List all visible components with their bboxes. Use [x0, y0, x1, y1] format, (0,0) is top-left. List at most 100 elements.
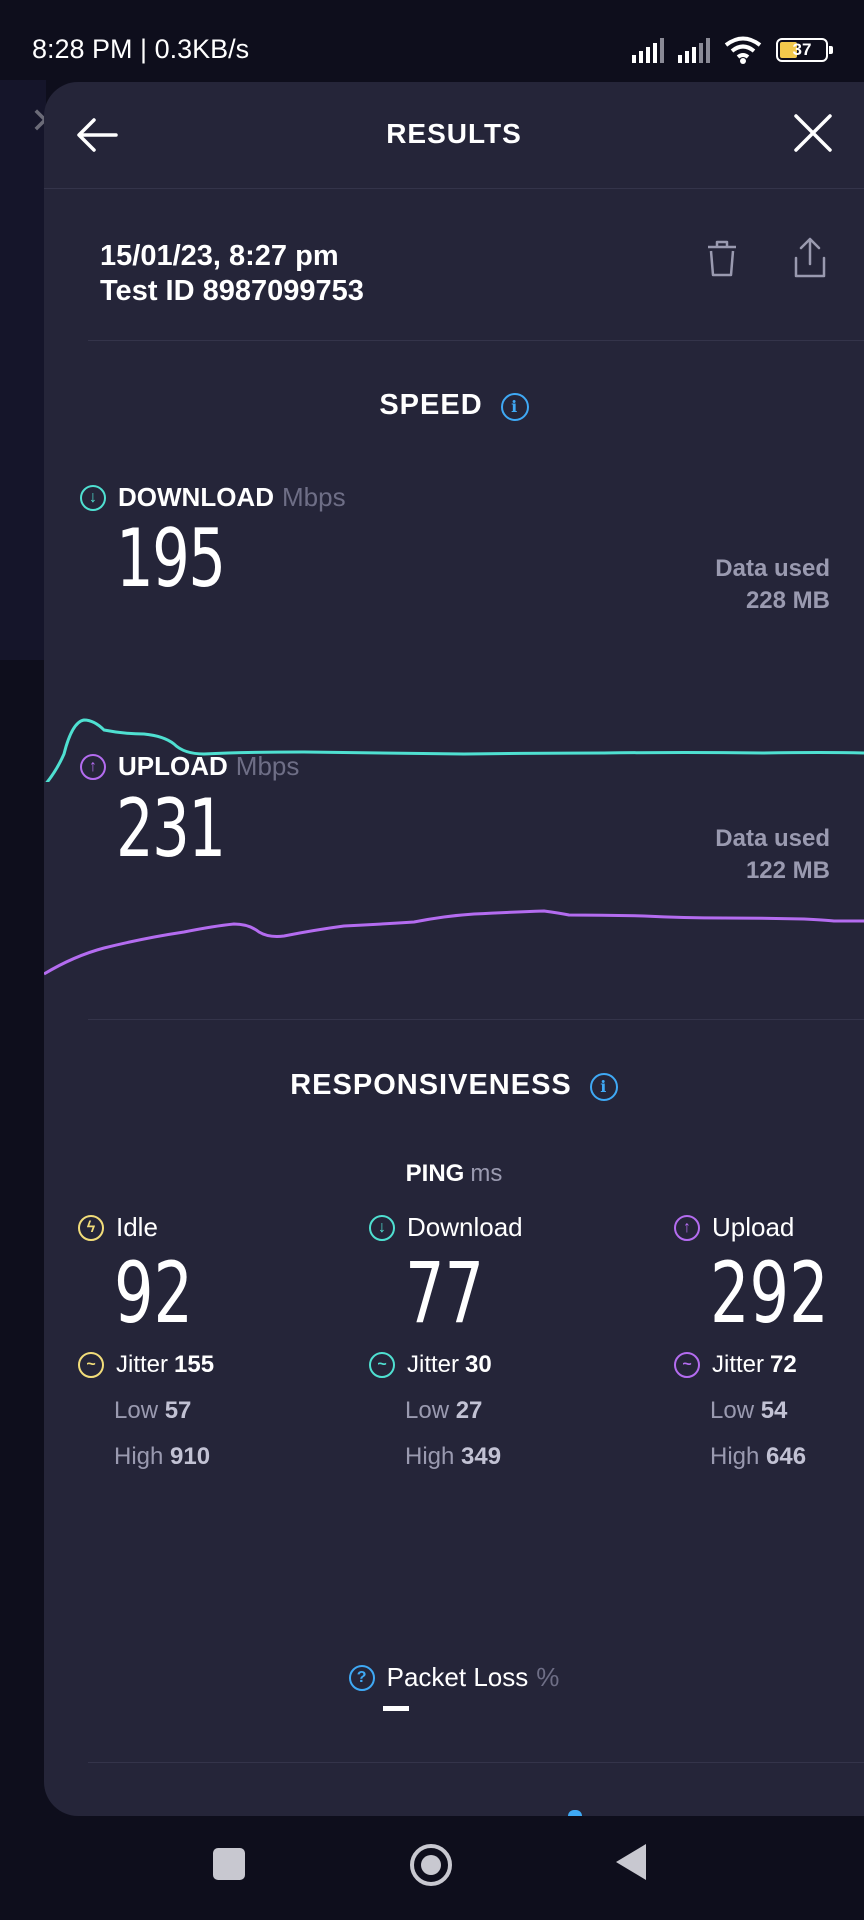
- upload-speed-value: 231: [116, 782, 226, 875]
- ping-download-low: Low 27: [405, 1397, 619, 1425]
- ping-idle-jitter: ~ Jitter 155: [78, 1351, 328, 1379]
- ping-idle-column: ϟ Idle 92 ~ Jitter 155 Low 57 High 910: [78, 1212, 328, 1471]
- back-button[interactable]: [616, 1844, 646, 1880]
- ping-label: PING: [405, 1160, 465, 1187]
- background-panel: [0, 80, 46, 660]
- low-label: Low: [405, 1397, 450, 1424]
- download-unit: Mbps: [281, 482, 346, 512]
- download-label: ↓ DOWNLOAD Mbps: [80, 482, 346, 513]
- ping-download-label-text: Download: [407, 1212, 523, 1242]
- status-bar: 8:28 PM | 0.3KB/s 37: [0, 0, 864, 80]
- low-label: Low: [114, 1397, 159, 1424]
- data-used-label: Data used: [715, 555, 830, 582]
- upload-arrow-icon: ↑: [80, 753, 106, 780]
- close-icon[interactable]: [792, 112, 834, 154]
- divider: [88, 1762, 864, 1763]
- upload-data-used: Data used 122 MB: [715, 823, 830, 887]
- jitter-value: 155: [174, 1351, 215, 1378]
- packet-loss-value-dash: [383, 1706, 409, 1711]
- jitter-label: Jitter: [712, 1351, 765, 1378]
- data-used-value: 122 MB: [745, 857, 830, 884]
- data-used-label: Data used: [715, 825, 830, 852]
- ping-download-value: 77: [405, 1244, 485, 1342]
- low-value: 27: [455, 1397, 483, 1424]
- ping-idle-label: ϟ Idle: [78, 1212, 328, 1243]
- high-label: High: [114, 1443, 164, 1470]
- results-sheet: RESULTS 15/01/23, 8:27 pm Test ID 898709…: [44, 82, 864, 1816]
- high-value: 349: [461, 1443, 502, 1470]
- download-graph: [45, 718, 864, 782]
- ping-download-column: ↓ Download 77 ~ Jitter 30 Low 27 High 349: [369, 1212, 619, 1471]
- ping-download-high: High 349: [405, 1443, 619, 1471]
- ping-upload-label: ↑ Upload: [674, 1212, 864, 1243]
- high-value: 646: [766, 1443, 807, 1470]
- wifi-icon: [724, 36, 762, 64]
- back-arrow-icon[interactable]: [74, 112, 120, 158]
- download-speed-value: 195: [116, 512, 226, 605]
- data-used-value: 228 MB: [745, 587, 830, 614]
- responsiveness-title-text: RESPONSIVENESS: [290, 1069, 572, 1101]
- upload-label: ↑ UPLOAD Mbps: [80, 751, 299, 782]
- ping-upload-label-text: Upload: [712, 1212, 795, 1242]
- low-label: Low: [710, 1397, 755, 1424]
- info-icon[interactable]: i: [500, 393, 529, 421]
- divider: [88, 1019, 864, 1020]
- wave-icon: ~: [674, 1352, 700, 1378]
- upload-arrow-icon: ↑: [674, 1214, 700, 1241]
- ping-download-jitter: ~ Jitter 30: [369, 1351, 619, 1379]
- status-icons: 37: [632, 36, 833, 64]
- low-value: 54: [760, 1397, 788, 1424]
- download-arrow-icon: ↓: [80, 484, 106, 511]
- ping-upload-column: ↑ Upload 292 ~ Jitter 72 Low 54 High 646: [674, 1212, 864, 1471]
- jitter-label: Jitter: [407, 1351, 460, 1378]
- responsiveness-section-title: RESPONSIVENESS i: [44, 1069, 864, 1102]
- upload-label-text: UPLOAD: [118, 751, 228, 781]
- high-value: 910: [170, 1443, 211, 1470]
- battery-icon: 37: [776, 38, 833, 62]
- upload-graph: [44, 909, 864, 976]
- ping-idle-value: 92: [114, 1244, 194, 1342]
- next-section-indicator: [568, 1810, 582, 1816]
- jitter-value: 30: [465, 1351, 492, 1378]
- ping-upload-value: 292: [710, 1244, 829, 1342]
- wave-icon: ~: [369, 1352, 395, 1378]
- navigation-bar: [0, 1816, 864, 1920]
- status-time: 8:28 PM | 0.3KB/s: [32, 34, 250, 64]
- battery-level: 37: [792, 40, 812, 59]
- ping-download-label: ↓ Download: [369, 1212, 619, 1243]
- high-label: High: [405, 1443, 455, 1470]
- ping-title: PING ms: [44, 1160, 864, 1188]
- ping-upload-jitter: ~ Jitter 72: [674, 1351, 864, 1379]
- high-label: High: [710, 1443, 760, 1470]
- divider: [88, 340, 864, 341]
- signal-icon: [632, 37, 664, 63]
- speed-title-text: SPEED: [379, 389, 483, 421]
- ping-upload-low: Low 54: [710, 1397, 864, 1425]
- packet-loss-text: Packet Loss: [386, 1662, 529, 1692]
- packet-loss-unit: %: [536, 1662, 560, 1692]
- recent-apps-button[interactable]: [213, 1848, 245, 1880]
- low-value: 57: [164, 1397, 192, 1424]
- test-date: 15/01/23, 8:27 pm: [100, 240, 339, 272]
- info-icon[interactable]: i: [589, 1073, 618, 1101]
- page-title: RESULTS: [386, 118, 522, 149]
- download-data-used: Data used 228 MB: [715, 553, 830, 617]
- share-icon[interactable]: [790, 236, 830, 280]
- speed-section-title: SPEED i: [44, 389, 864, 422]
- ping-unit: ms: [470, 1160, 503, 1187]
- upload-unit: Mbps: [235, 751, 300, 781]
- ping-idle-label-text: Idle: [116, 1212, 158, 1242]
- lightning-icon: ϟ: [78, 1214, 104, 1241]
- download-arrow-icon: ↓: [369, 1214, 395, 1241]
- signal-icon-2: [678, 37, 710, 63]
- test-id: Test ID 8987099753: [100, 275, 364, 307]
- ping-idle-low: Low 57: [114, 1397, 328, 1425]
- packet-loss-label: ? Packet Loss%: [44, 1662, 864, 1693]
- home-button[interactable]: [410, 1844, 452, 1886]
- jitter-value: 72: [770, 1351, 797, 1378]
- help-icon[interactable]: ?: [348, 1664, 375, 1691]
- ping-upload-high: High 646: [710, 1443, 864, 1471]
- ping-idle-high: High 910: [114, 1443, 328, 1471]
- trash-icon[interactable]: [702, 238, 742, 280]
- wave-icon: ~: [78, 1352, 104, 1378]
